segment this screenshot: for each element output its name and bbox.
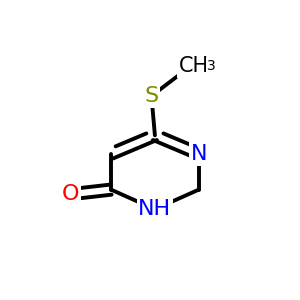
Text: N: N [190, 144, 207, 164]
Text: 3: 3 [207, 59, 216, 73]
Text: S: S [144, 86, 158, 106]
Text: CH: CH [179, 56, 209, 76]
Text: NH: NH [138, 199, 172, 219]
Text: O: O [62, 184, 79, 204]
